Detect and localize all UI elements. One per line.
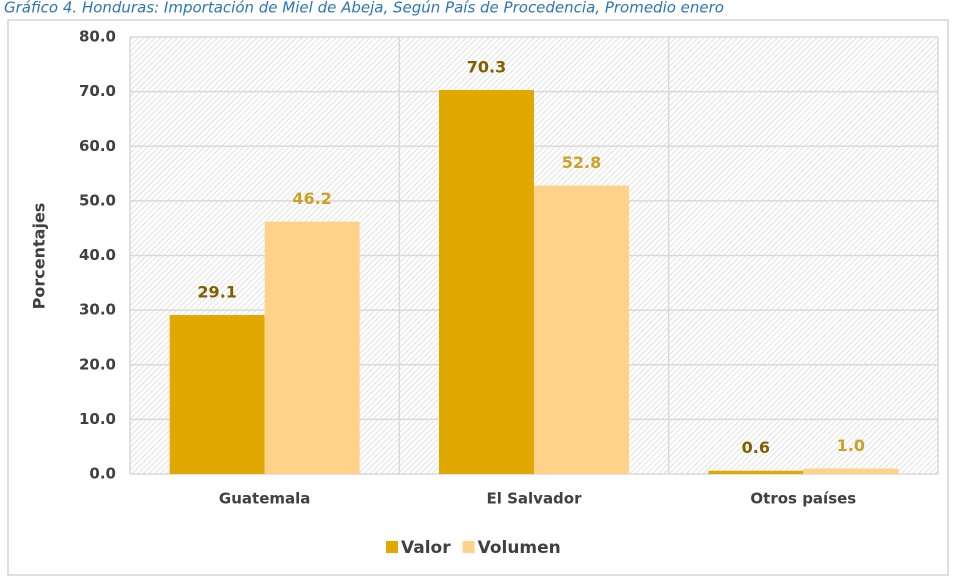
legend-swatch: [386, 541, 398, 553]
x-tick-label: Guatemala: [219, 490, 310, 508]
chart-title: Gráfico 4. Honduras: Importación de Miel…: [4, 0, 724, 17]
y-tick-label: 10.0: [79, 410, 116, 428]
bar: [534, 185, 629, 474]
bar: [708, 470, 804, 474]
y-tick-label: 20.0: [79, 355, 116, 373]
bar: [169, 315, 265, 474]
y-tick-label: 40.0: [79, 246, 116, 264]
y-tick-label: 50.0: [79, 191, 116, 209]
data-label: 0.6: [742, 438, 770, 457]
x-tick-label: El Salvador: [486, 490, 582, 508]
y-axis-label: Porcentajes: [30, 203, 49, 310]
legend-label: Volumen: [478, 538, 561, 558]
bar: [264, 221, 360, 474]
y-tick-label: 70.0: [79, 82, 116, 100]
data-label: 1.0: [837, 436, 865, 455]
legend-swatch: [462, 541, 475, 553]
y-tick-label: 60.0: [79, 137, 116, 155]
y-tick-label: 30.0: [79, 301, 116, 319]
bar: [439, 89, 534, 474]
data-label: 29.1: [197, 283, 236, 302]
bar: [803, 468, 899, 474]
y-tick-label: 0.0: [89, 465, 116, 483]
data-label: 46.2: [292, 189, 331, 208]
x-tick-label: Otros países: [750, 490, 856, 508]
y-tick-label: 80.0: [79, 28, 116, 46]
data-label: 52.8: [562, 153, 601, 172]
data-label: 70.3: [467, 57, 506, 76]
legend-label: Valor: [401, 538, 451, 558]
